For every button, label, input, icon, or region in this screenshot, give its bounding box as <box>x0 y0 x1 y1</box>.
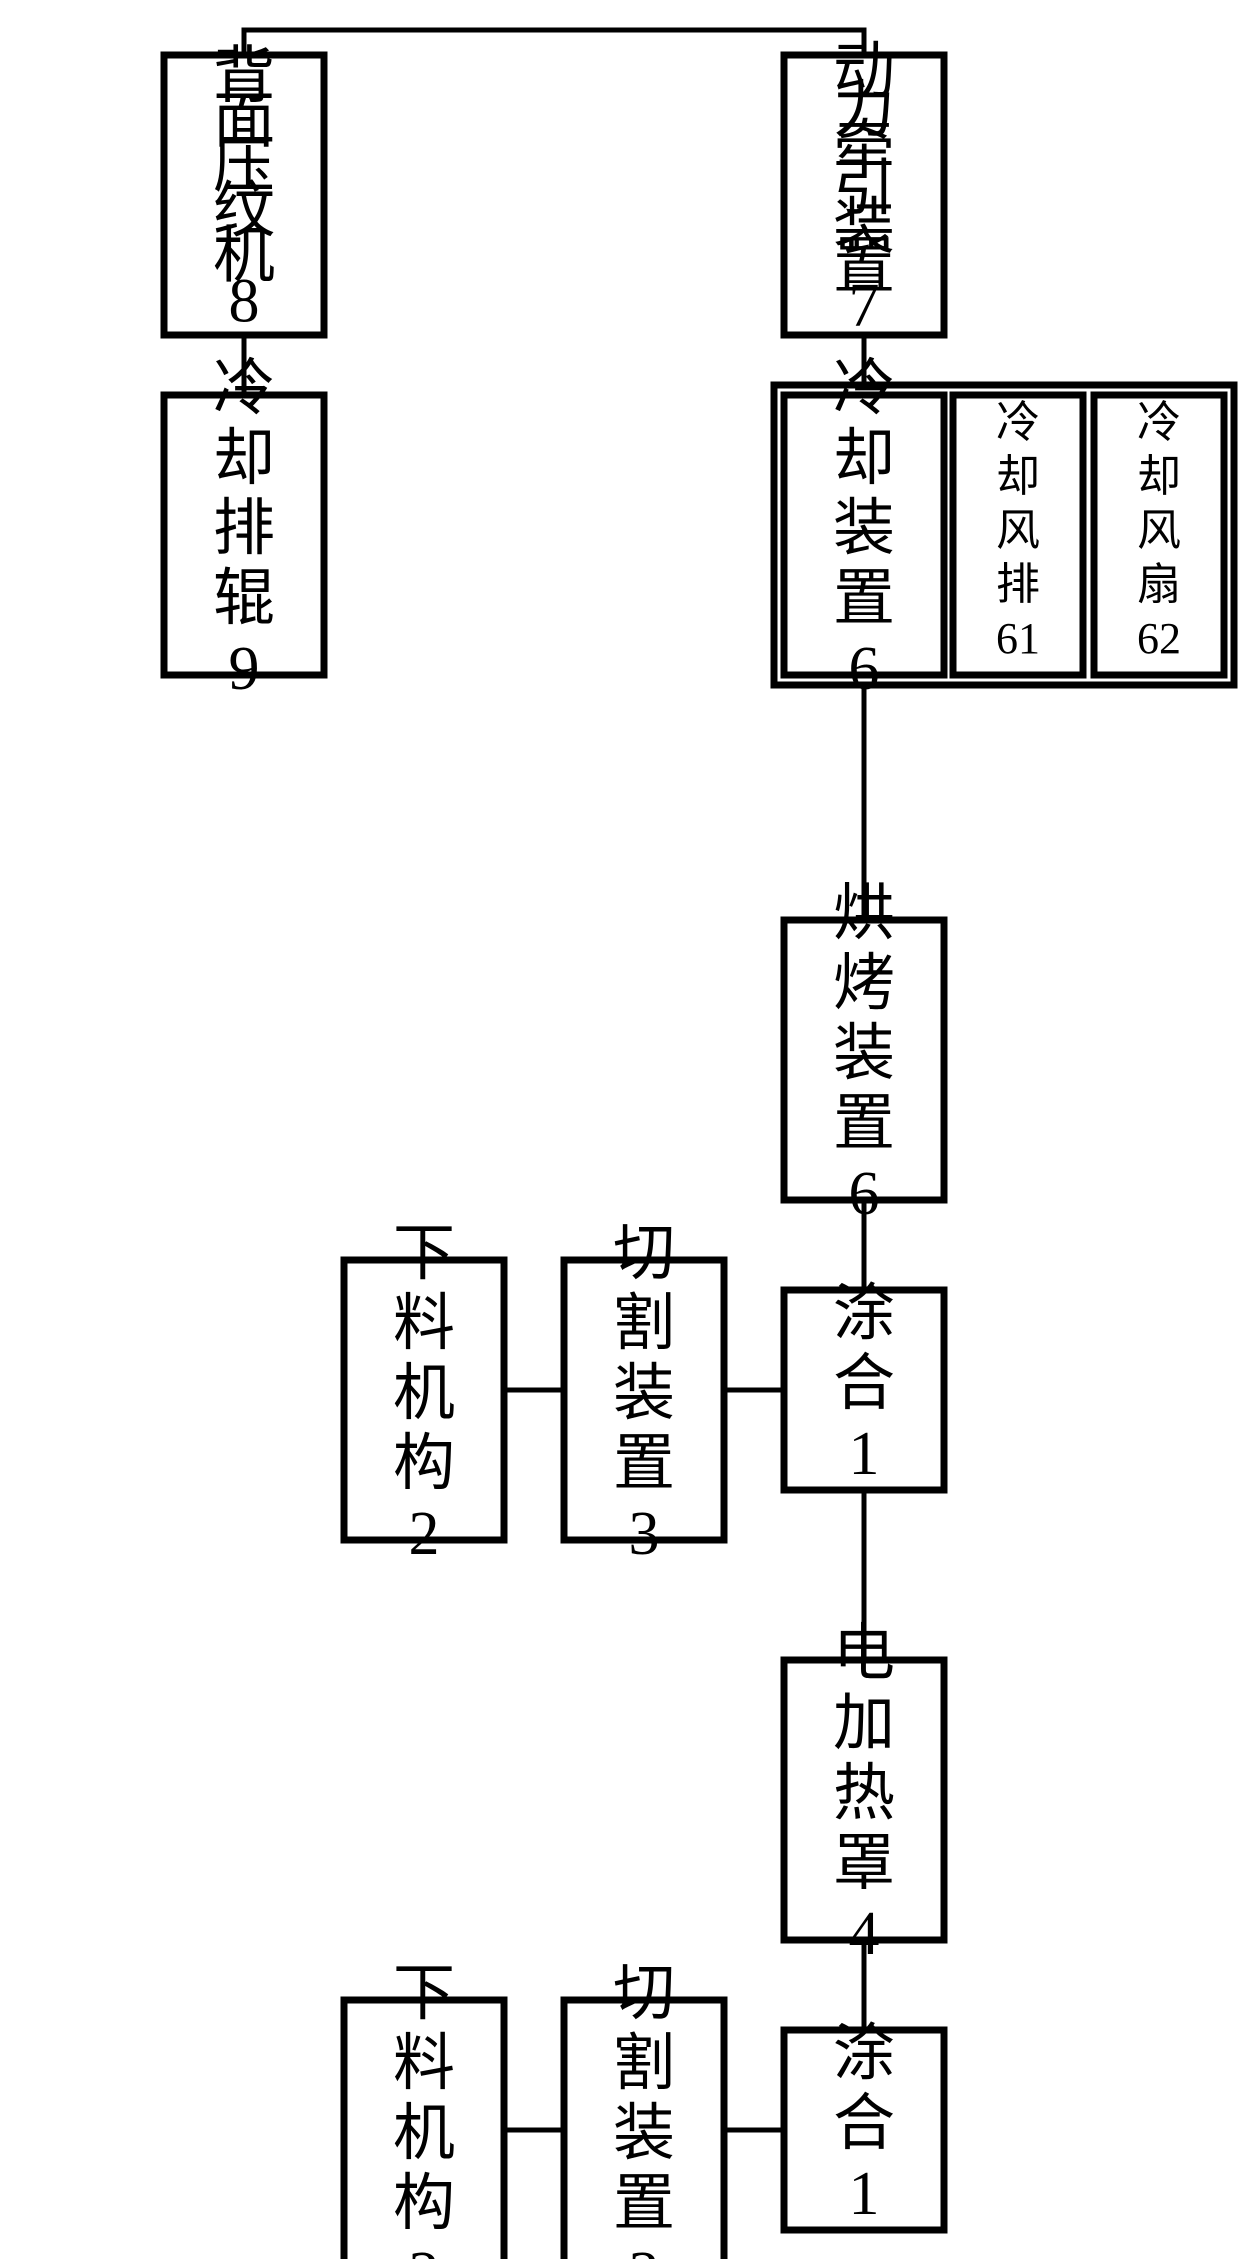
label-qiege_a-0: 切 <box>613 1960 675 2028</box>
label-lengque_fs-3: 扇 <box>1137 560 1181 609</box>
label-tuhe_1b-1: 合 <box>833 1350 895 1418</box>
label-lengque_zz-1: 却 <box>833 425 895 493</box>
label-hongkao-2: 装 <box>833 1020 895 1088</box>
label-xialiao_a-2: 机 <box>393 2100 455 2168</box>
label-lengque_zz-0: 冷 <box>833 355 895 423</box>
label-xialiao_a-3: 构 <box>393 2170 455 2238</box>
label-hongkao-0: 烘 <box>833 880 895 948</box>
label-dianjia-2: 热 <box>833 1760 895 1828</box>
label-xialiao_b-1: 料 <box>393 1290 455 1358</box>
label-lengque_zz-4: 6 <box>849 635 880 703</box>
label-lengque_pg-2: 排 <box>213 495 275 563</box>
label-lengque_fp-2: 风 <box>996 506 1040 555</box>
label-xialiao_b-0: 下 <box>393 1220 455 1288</box>
label-qiege_b-0: 切 <box>613 1220 675 1288</box>
label-dianjia-3: 罩 <box>833 1830 895 1898</box>
label-lengque_fs-4: 62 <box>1137 614 1181 663</box>
label-hongkao-3: 置 <box>833 1090 895 1158</box>
label-tuhe_1a-2: 1 <box>849 2160 880 2228</box>
label-lengque_pg-4: 9 <box>229 635 260 703</box>
label-lengque_zz-2: 装 <box>833 495 895 563</box>
label-xialiao_a-0: 下 <box>393 1960 455 2028</box>
label-dongli-6: 7 <box>849 272 880 340</box>
label-tuhe_1a-0: 涂 <box>833 2020 895 2088</box>
label-beimian-5: 8 <box>229 268 260 336</box>
label-qiege_b-4: 3 <box>629 1500 660 1568</box>
label-qiege_a-4: 3 <box>629 2240 660 2259</box>
label-tuhe_1b-2: 1 <box>849 1420 880 1488</box>
label-xialiao_a-1: 料 <box>393 2030 455 2098</box>
label-tuhe_1b-0: 涂 <box>833 1280 895 1348</box>
label-hongkao-4: 6 <box>849 1160 880 1228</box>
label-lengque_fp-0: 冷 <box>996 398 1040 447</box>
label-lengque_pg-1: 却 <box>213 425 275 493</box>
label-xialiao_b-3: 构 <box>393 1430 455 1498</box>
label-dianjia-0: 电 <box>833 1620 895 1688</box>
label-xialiao_b-4: 2 <box>409 1500 440 1568</box>
label-xialiao_b-2: 机 <box>393 1360 455 1428</box>
label-dianjia-4: 4 <box>849 1900 880 1968</box>
label-lengque_pg-3: 辊 <box>213 565 275 633</box>
label-lengque_fs-0: 冷 <box>1137 398 1181 447</box>
label-lengque_fp-4: 61 <box>996 614 1040 663</box>
label-lengque_fp-3: 排 <box>996 560 1040 609</box>
label-qiege_b-1: 割 <box>613 1290 675 1358</box>
label-lengque_zz-3: 置 <box>833 565 895 633</box>
label-qiege_b-3: 置 <box>613 1430 675 1498</box>
label-tuhe_1a-1: 合 <box>833 2090 895 2158</box>
label-dianjia-1: 加 <box>833 1690 895 1758</box>
label-lengque_fs-1: 却 <box>1137 452 1181 501</box>
label-qiege_b-2: 装 <box>613 1360 675 1428</box>
label-lengque_pg-0: 冷 <box>213 355 275 423</box>
label-lengque_fs-2: 风 <box>1137 506 1181 555</box>
label-hongkao-1: 烤 <box>833 950 895 1018</box>
top-connector <box>244 30 864 55</box>
label-lengque_fp-1: 却 <box>996 452 1040 501</box>
label-qiege_a-1: 割 <box>613 2030 675 2098</box>
label-xialiao_a-4: 2 <box>409 2240 440 2259</box>
label-qiege_a-3: 置 <box>613 2170 675 2238</box>
label-qiege_a-2: 装 <box>613 2100 675 2168</box>
